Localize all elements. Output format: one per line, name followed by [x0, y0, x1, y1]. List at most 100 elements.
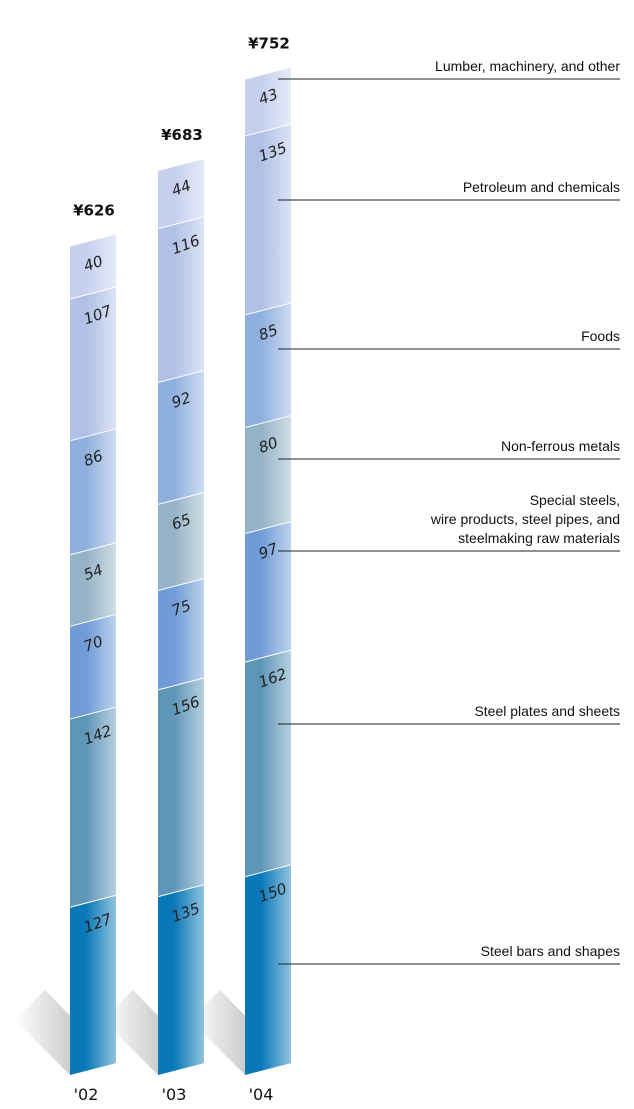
bar-segment: 150 [244, 863, 292, 1075]
bar-segment-side [261, 521, 291, 658]
legend-label: steelmaking raw materials [458, 530, 620, 546]
bar-segment-side [174, 370, 204, 500]
bar-segment: 97 [244, 520, 292, 662]
bar-segment-side [261, 864, 291, 1071]
bar-segment-front [245, 74, 261, 136]
segment-value-label: 75 [169, 596, 193, 619]
bar-segment-front [70, 714, 86, 907]
segment-divider [244, 65, 292, 80]
bar-segment-side [86, 233, 116, 295]
bar-segment: 65 [157, 490, 205, 591]
bar-segment-front [70, 436, 86, 555]
legend-entry: Steel bars and shapes [278, 943, 620, 965]
legend-entry: Special steels, wire products, steel pipe… [278, 492, 620, 552]
bar-segment-side [86, 286, 116, 437]
bar-segment: 75 [157, 577, 205, 690]
segment-divider [69, 541, 117, 556]
segment-value-label: 40 [81, 252, 105, 275]
bar-segment-side [86, 428, 116, 551]
bar-segment-side [86, 542, 116, 622]
bar-segment: 127 [69, 893, 117, 1075]
legend-label: wire products, steel pipes, and [430, 511, 620, 527]
bar-segment-side [261, 302, 291, 423]
legend-label: Steel plates and sheets [474, 703, 620, 719]
segment-divider [69, 232, 117, 247]
bar-segment-side [174, 884, 204, 1071]
bar-segment: 107 [69, 285, 117, 441]
bar-segment: 116 [157, 215, 205, 383]
segment-divider [157, 369, 205, 383]
legend-label: Steel bars and shapes [481, 943, 620, 959]
bar-total-label: ¥752 [248, 35, 290, 53]
segment-value-label: 85 [256, 321, 280, 344]
segment-divider [157, 157, 205, 171]
bar-segment-front [245, 310, 261, 428]
segment-divider [244, 301, 292, 316]
bar-segment-side [261, 415, 291, 529]
bar-segment-side [174, 677, 204, 892]
bar-segment: 44 [157, 157, 205, 229]
year-tick-label: '02 [74, 1085, 99, 1104]
bar-segment-side [86, 706, 116, 903]
segment-divider [69, 705, 117, 720]
segment-divider [244, 520, 292, 535]
bar-segment-front [70, 294, 86, 441]
bar-segment: 70 [69, 612, 117, 719]
bar-segment-front [158, 891, 174, 1075]
segment-divider [244, 414, 292, 429]
segment-value-label: 43 [256, 85, 280, 108]
bar-segment-front [158, 165, 174, 229]
bar-segment: 85 [244, 301, 292, 428]
year-tick-label: '04 [249, 1085, 274, 1104]
segment-value-label: 70 [81, 632, 105, 655]
legend-label: Special steels, [530, 492, 620, 508]
year-tick-label: '03 [162, 1085, 187, 1104]
segment-value-label: 65 [169, 510, 193, 533]
bar-segment: 135 [244, 122, 292, 315]
legend-entry: Steel plates and sheets [278, 703, 620, 725]
bar-segment-side [261, 66, 291, 132]
bar-segment: 162 [244, 648, 292, 877]
segment-value-label: 86 [81, 447, 105, 470]
bar-segment: 86 [69, 427, 117, 555]
bar-segment: 54 [69, 541, 117, 626]
bar-segment: 135 [157, 883, 205, 1075]
segment-value-label: 80 [256, 433, 280, 456]
legend-entry: Non-ferrous metals [278, 438, 620, 460]
legend-label: Petroleum and chemicals [463, 179, 620, 195]
bar-segment-front [158, 499, 174, 591]
bar-segment-front [158, 685, 174, 897]
bar-segment-side [86, 894, 116, 1071]
legend-label: Foods [581, 328, 620, 344]
bar-segment: 43 [244, 65, 292, 136]
bar-segment-side [86, 613, 116, 715]
bar-segment-front [245, 422, 261, 534]
segment-value-label: 97 [256, 539, 281, 563]
bar-segment-side [174, 491, 204, 586]
segment-value-label: 44 [169, 176, 193, 199]
bar-segment-front [158, 224, 174, 383]
bar-segment-side [174, 158, 204, 225]
bar-segment-front [158, 585, 174, 690]
segment-divider [69, 612, 117, 627]
bar-total-label: ¥626 [73, 202, 115, 220]
legend-entry: Foods [278, 328, 620, 350]
bar-segment-front [70, 902, 86, 1075]
legend-entry: Petroleum and chemicals [278, 179, 620, 201]
segment-value-label: 92 [169, 388, 193, 411]
legend-label: Lumber, machinery, and other [435, 58, 620, 74]
bar-segment-front [245, 528, 261, 662]
legend-label: Non-ferrous metals [501, 438, 620, 454]
bar-segment-side [174, 216, 204, 378]
bar-segment-front [245, 872, 261, 1075]
bar-segment-front [245, 131, 261, 315]
legend-entry: Lumber, machinery, and other [278, 58, 620, 80]
bar-segment-front [70, 550, 86, 626]
bar-segment: 80 [244, 414, 292, 534]
bar-segment: 40 [69, 232, 117, 299]
bar-segment: 142 [69, 705, 117, 907]
bar-segment-side [174, 578, 204, 686]
bar-segment-front [70, 621, 86, 719]
bar-segment: 156 [157, 676, 205, 897]
